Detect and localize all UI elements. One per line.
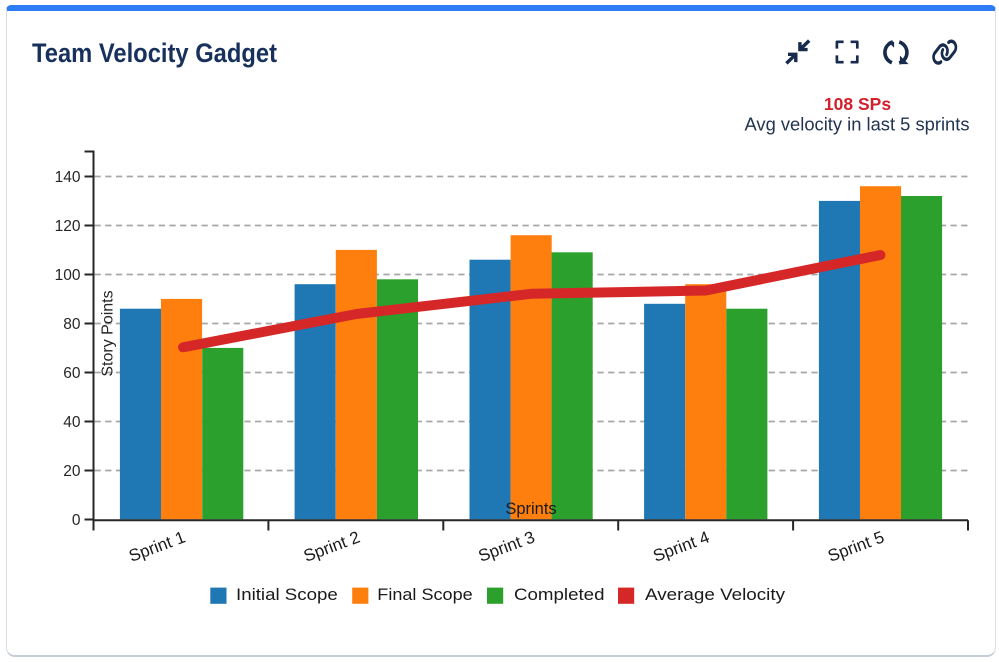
svg-text:Story Points: Story Points <box>100 290 117 376</box>
svg-text:40: 40 <box>63 414 81 431</box>
svg-text:Sprint 5: Sprint 5 <box>825 527 887 565</box>
svg-text:80: 80 <box>63 316 81 333</box>
svg-text:Final Scope: Final Scope <box>377 585 472 604</box>
svg-text:140: 140 <box>55 169 81 186</box>
svg-text:0: 0 <box>72 512 81 529</box>
svg-text:Team Velocity Gadget: Team Velocity Gadget <box>32 38 277 68</box>
svg-text:Initial Scope: Initial Scope <box>236 585 338 604</box>
svg-text:Sprint 3: Sprint 3 <box>476 527 538 565</box>
svg-text:Sprint 4: Sprint 4 <box>651 527 713 565</box>
svg-text:108 SPs: 108 SPs <box>824 94 891 114</box>
svg-text:120: 120 <box>55 218 81 235</box>
svg-text:60: 60 <box>63 365 81 382</box>
svg-text:Average Velocity: Average Velocity <box>645 585 786 604</box>
svg-text:Avg velocity in last 5 sprints: Avg velocity in last 5 sprints <box>745 114 970 135</box>
svg-text:Completed: Completed <box>514 585 605 604</box>
svg-text:Sprints: Sprints <box>505 500 556 518</box>
svg-text:20: 20 <box>63 463 81 480</box>
svg-text:100: 100 <box>55 267 81 284</box>
svg-text:Sprint 1: Sprint 1 <box>126 527 188 565</box>
svg-text:Sprint 2: Sprint 2 <box>301 527 363 565</box>
